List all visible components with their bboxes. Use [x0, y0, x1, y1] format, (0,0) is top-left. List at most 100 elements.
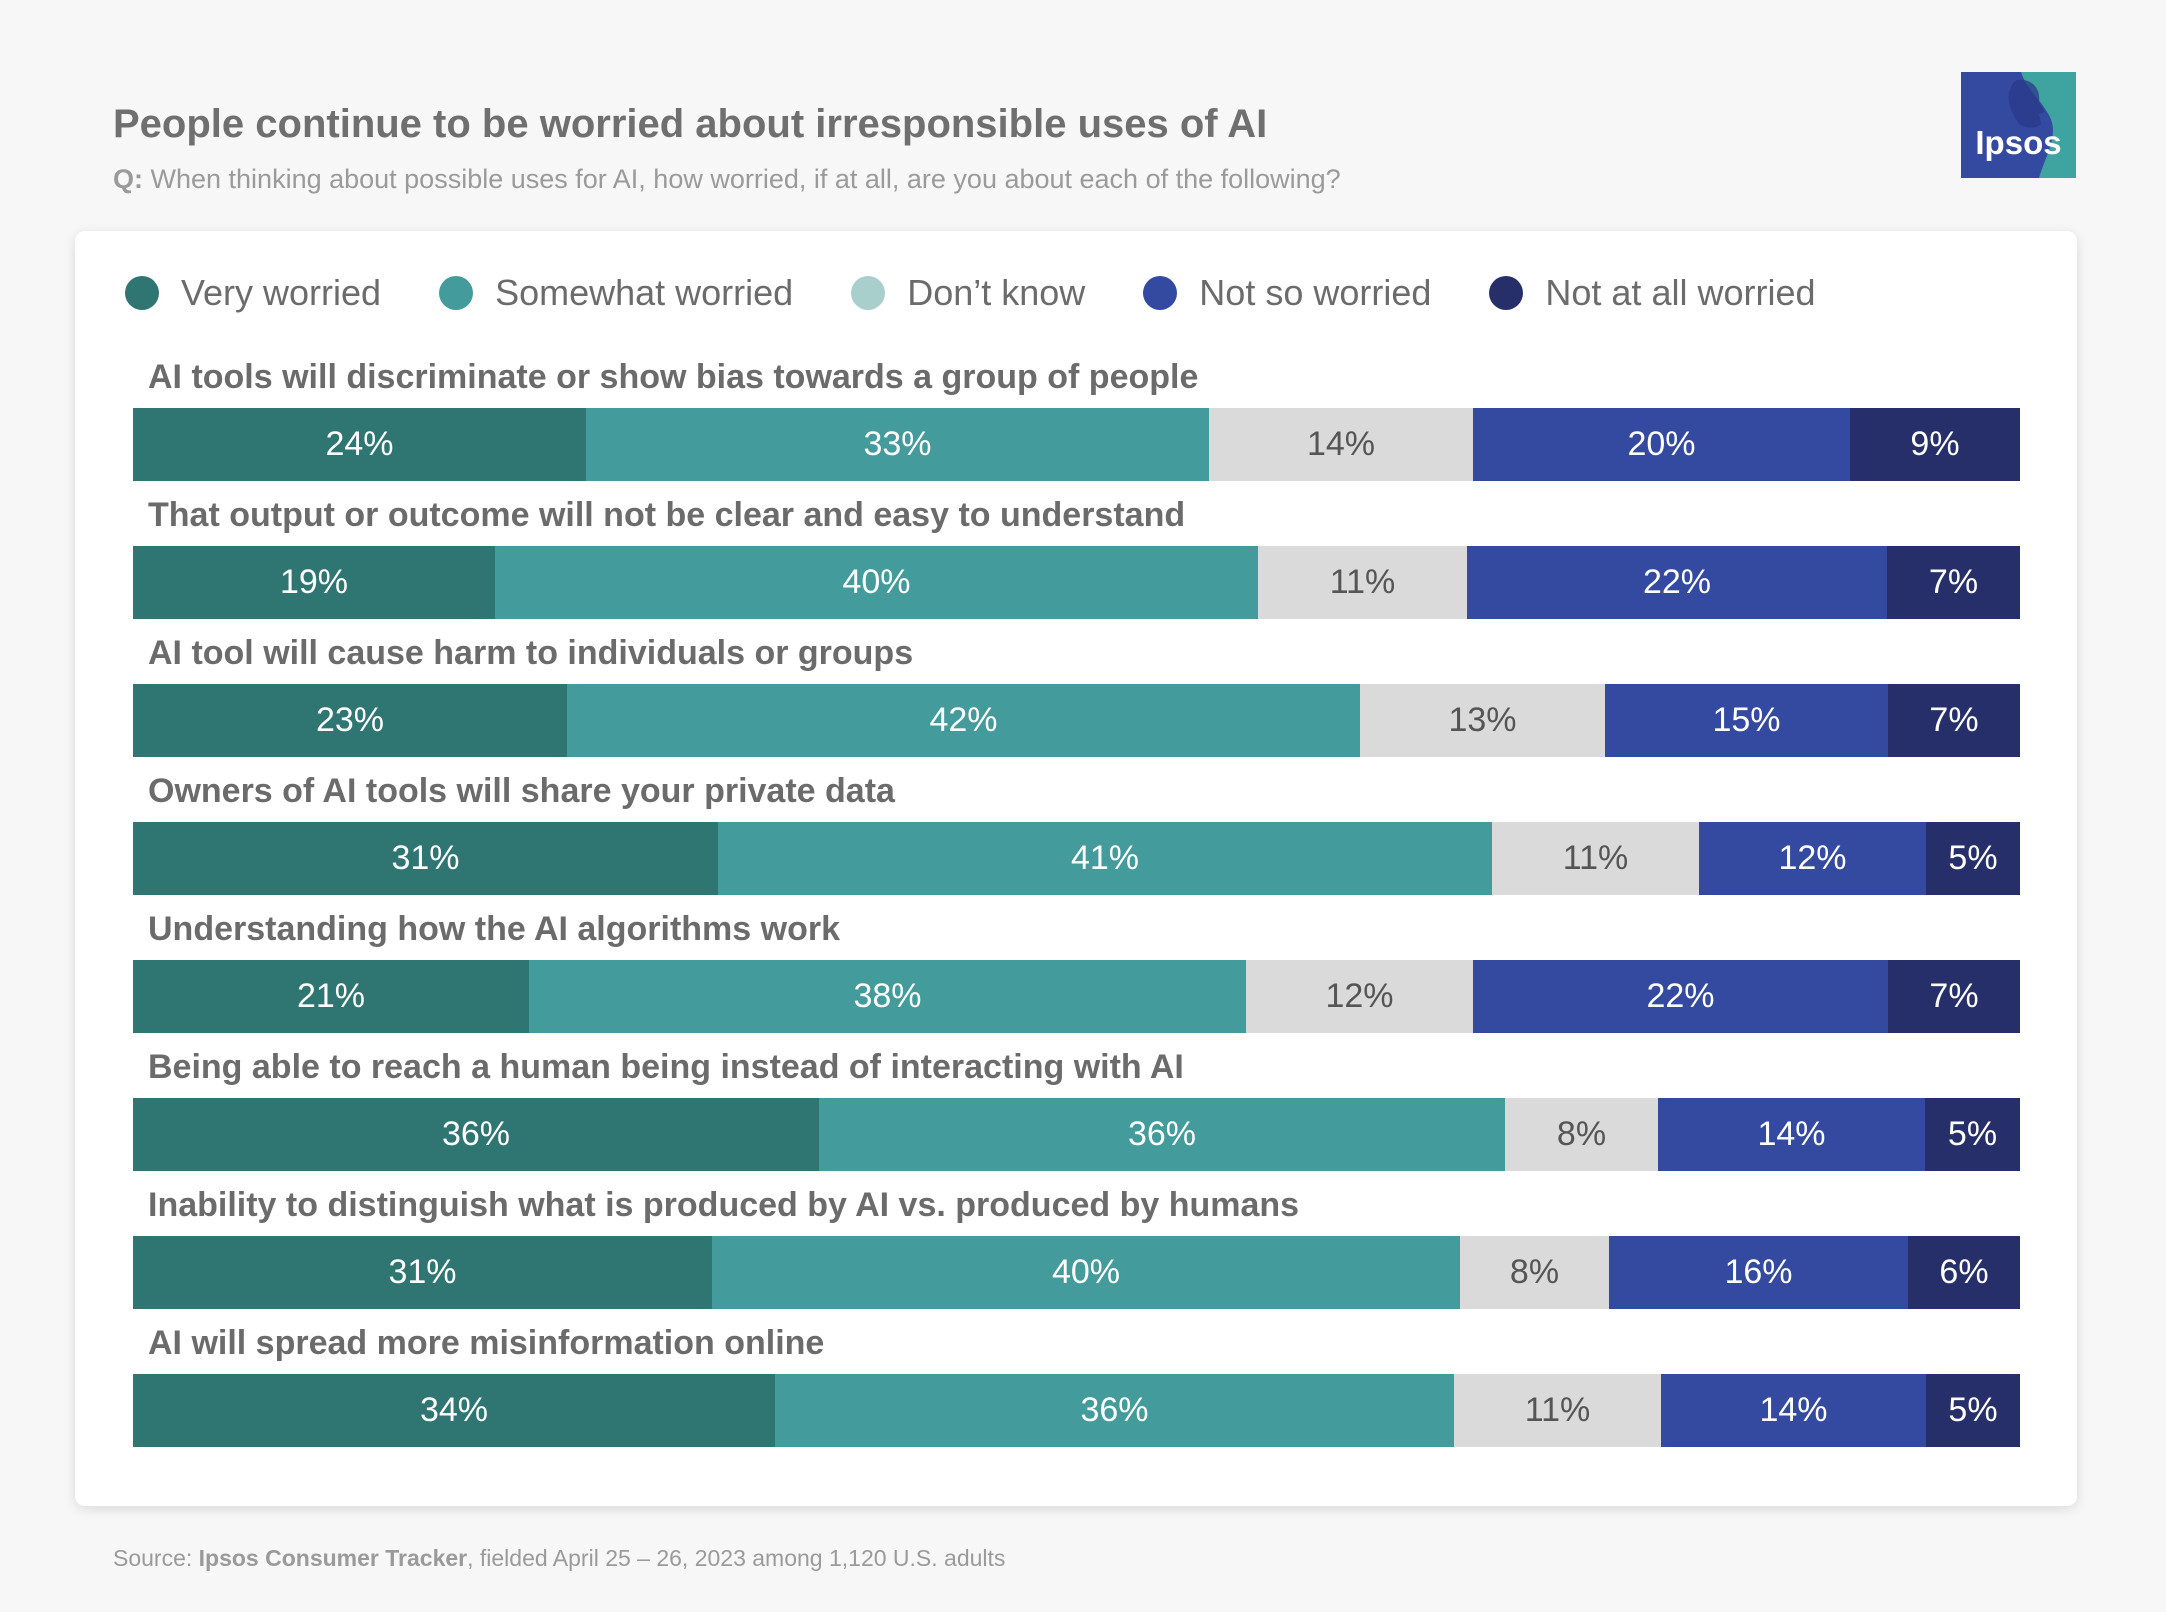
- bar-segment: 5%: [1926, 822, 2020, 895]
- data-label: 41%: [1070, 839, 1140, 877]
- legend-swatch: [1489, 276, 1524, 310]
- stacked-bar: 23% 42% 13% 15% 7%: [133, 684, 2020, 757]
- data-label: 5%: [1948, 1391, 1998, 1429]
- stacked-bar: 31% 41% 11% 12% 5%: [133, 822, 2020, 895]
- data-label: 13%: [1448, 701, 1517, 739]
- data-label: 36%: [1127, 1115, 1197, 1153]
- legend-item: Don’t know: [851, 272, 1085, 314]
- legend-label: Not at all worried: [1545, 272, 1816, 313]
- question-prefix: Q:: [113, 164, 143, 194]
- legend-item: Not so worried: [1143, 272, 1431, 314]
- bar-segment: 36%: [133, 1098, 819, 1171]
- row-label: AI will spread more misinformation onlin…: [148, 1324, 825, 1362]
- bar-segment: 11%: [1454, 1374, 1661, 1447]
- bar-segment: 33%: [586, 408, 1209, 481]
- data-label: 40%: [1051, 1253, 1121, 1291]
- row-label: Being able to reach a human being instea…: [148, 1048, 1184, 1086]
- stacked-bar: 36% 36% 8% 14% 5%: [133, 1098, 2020, 1171]
- data-label: 14%: [1759, 1391, 1828, 1429]
- data-label: 7%: [1929, 701, 1979, 739]
- bar-segment: 41%: [718, 822, 1492, 895]
- data-label: 36%: [441, 1115, 511, 1153]
- bar-segment: 24%: [133, 408, 586, 481]
- bar-segment: 36%: [775, 1374, 1454, 1447]
- bar-segment: 34%: [133, 1374, 775, 1447]
- data-label: 6%: [1939, 1253, 1989, 1291]
- logo-text: Ipsos: [1975, 124, 2062, 161]
- data-label: 22%: [1642, 563, 1712, 601]
- legend-label: Somewhat worried: [495, 272, 794, 313]
- data-label: 8%: [1556, 1115, 1607, 1153]
- bar-segment: 12%: [1699, 822, 1926, 895]
- bar-segment: 12%: [1246, 960, 1473, 1033]
- data-label: 42%: [929, 701, 998, 739]
- data-label: 36%: [1080, 1391, 1149, 1429]
- bar-segment: 11%: [1492, 822, 1699, 895]
- data-label: 16%: [1724, 1253, 1793, 1291]
- data-label: 19%: [279, 563, 349, 601]
- data-label: 11%: [1329, 563, 1396, 601]
- data-label: 34%: [419, 1391, 489, 1429]
- data-label: 7%: [1928, 563, 1979, 601]
- data-label: 31%: [391, 839, 460, 877]
- bar-segment: 8%: [1460, 1236, 1609, 1309]
- bar-segment: 8%: [1505, 1098, 1658, 1171]
- bar-segment: 5%: [1925, 1098, 2020, 1171]
- bar-segment: 16%: [1609, 1236, 1908, 1309]
- question-body: When thinking about possible uses for AI…: [143, 164, 1341, 194]
- row-label: AI tools will discriminate or show bias …: [148, 358, 1199, 396]
- bar-segment: 22%: [1467, 546, 1887, 619]
- bar-segment: 14%: [1661, 1374, 1926, 1447]
- data-label: 22%: [1646, 977, 1715, 1015]
- stacked-bar: 19% 40% 11% 22% 7%: [133, 546, 2020, 619]
- legend: Very worried Somewhat worried Don’t know No…: [125, 268, 1874, 318]
- bar-segment: 31%: [133, 1236, 712, 1309]
- data-label: 38%: [853, 977, 922, 1015]
- legend-swatch: [125, 276, 159, 310]
- stacked-bar: 34% 36% 11% 14% 5%: [133, 1374, 2020, 1447]
- source-prefix: Source:: [113, 1545, 199, 1571]
- data-label: 9%: [1910, 425, 1960, 463]
- bar-segment: 36%: [819, 1098, 1505, 1171]
- row-label: Inability to distinguish what is produce…: [148, 1186, 1300, 1224]
- data-label: 12%: [1325, 977, 1394, 1015]
- data-label: 5%: [1947, 1115, 1998, 1153]
- data-label: 5%: [1948, 839, 1998, 877]
- legend-swatch: [1143, 276, 1178, 310]
- row-label: That output or outcome will not be clear…: [148, 496, 1186, 534]
- bar-segment: 19%: [133, 546, 495, 619]
- chart-title: People continue to be worried about irre…: [113, 102, 1268, 146]
- legend-item: Not at all worried: [1489, 272, 1816, 314]
- source-details: , fielded April 25 – 26, 2023 among 1,12…: [467, 1545, 1006, 1571]
- bar-segment: 38%: [529, 960, 1246, 1033]
- data-label: 23%: [315, 701, 385, 739]
- bar-segment: 7%: [1888, 684, 2020, 757]
- data-label: 20%: [1627, 425, 1696, 463]
- bar-segment: 20%: [1473, 408, 1850, 481]
- bar-segment: 7%: [1887, 546, 2020, 619]
- legend-item: Very worried: [125, 272, 381, 314]
- ipsos-logo: Ipsos: [1961, 72, 2076, 178]
- data-label: 21%: [296, 977, 366, 1015]
- legend-label: Very worried: [181, 272, 382, 313]
- data-label: 11%: [1524, 1391, 1591, 1429]
- data-label: 14%: [1757, 1115, 1826, 1153]
- question-text: Q: When thinking about possible uses for…: [113, 164, 1341, 195]
- bar-segment: 14%: [1209, 408, 1473, 481]
- bar-segment: 40%: [495, 546, 1258, 619]
- bar-segment: 13%: [1360, 684, 1605, 757]
- stacked-bar: 31% 40% 8% 16% 6%: [133, 1236, 2020, 1309]
- bar-segment: 11%: [1258, 546, 1467, 619]
- data-label: 15%: [1712, 701, 1781, 739]
- source-note: Source: Ipsos Consumer Tracker, fielded …: [113, 1545, 1005, 1572]
- bar-segment: 40%: [712, 1236, 1460, 1309]
- ipsos-head-icon: [1961, 72, 2076, 178]
- bar-segment: 9%: [1850, 408, 2020, 481]
- legend-label: Not so worried: [1199, 272, 1432, 313]
- bar-segment: 22%: [1473, 960, 1888, 1033]
- legend-label: Don’t know: [907, 272, 1086, 313]
- row-label: Understanding how the AI algorithms work: [148, 910, 841, 948]
- bar-segment: 5%: [1926, 1374, 2020, 1447]
- legend-swatch: [439, 276, 474, 310]
- data-label: 12%: [1778, 839, 1847, 877]
